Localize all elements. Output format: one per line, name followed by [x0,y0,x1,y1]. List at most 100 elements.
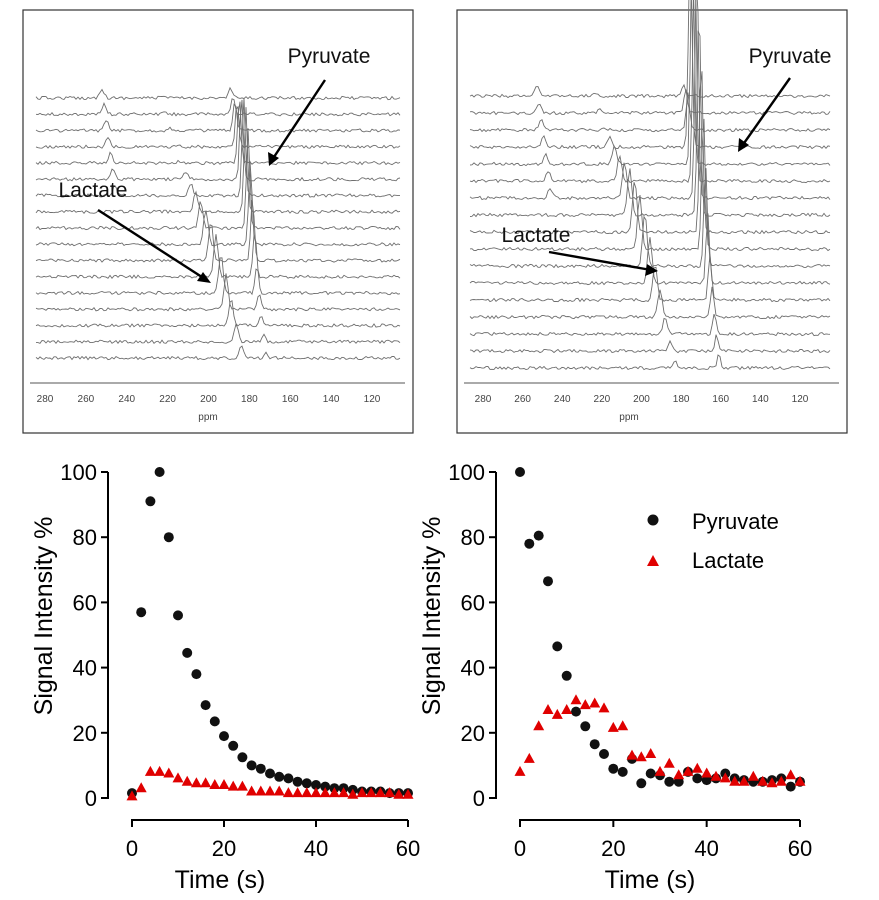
lactate-arrow-line-left [97,208,206,281]
lactate-point [154,765,166,776]
pyruvate-point [200,700,211,711]
x-tick-label-right: 60 [788,836,812,861]
spectrum-trace [469,168,831,269]
x-tick-label-left: 20 [212,836,236,861]
lactate-point [246,785,258,796]
pyruvate-point [173,610,183,621]
spectrum-trace [469,334,831,354]
y-tick-label-right: 40 [461,656,485,681]
pyruvate-point [608,763,619,774]
scatter-chart-right: 0 20 40 60 80 100 0 20 40 60 Time (s) Signal Inte… [418,460,812,894]
spectrum-trace [469,71,831,235]
pyruvate-point [136,607,147,618]
lactate-point [533,720,545,731]
ppm-tick-label-right: 280 [475,394,492,405]
lactate-point [701,767,713,778]
spectrum-trace [35,345,401,361]
lactate-point [227,780,239,791]
lactate-point [626,749,638,760]
pyruvate-point [145,496,156,507]
pyruvate-point [617,766,628,777]
lactate-point [598,702,610,713]
ppm-tick-label-left: 260 [78,394,95,405]
lactate-arrowhead-right [645,264,658,276]
pyruvate-point [237,752,248,763]
pyruvate-point [533,530,544,541]
lactate-point [607,721,619,732]
spectrum-trace [35,98,401,117]
ppm-tick-label-left: 160 [282,394,299,405]
legend-lactate-marker [647,555,659,566]
spectrum-trace [469,30,831,218]
spectrum-trace [35,99,401,182]
pyruvate-point [589,739,600,750]
pyruvate-point [571,706,581,717]
lactate-point [673,769,685,780]
pyruvate-point [219,731,229,742]
pyruvate-point [228,740,239,751]
spectrum-trace [35,257,401,296]
x-tick-label-right: 20 [601,836,625,861]
lactate-point [747,770,759,781]
lactate-point [384,787,396,798]
y-tick-label-left: 80 [73,525,97,550]
marks-left [126,467,414,801]
spectrum-traces-right [469,0,831,371]
lactate-point [292,787,304,798]
lactate-point [579,699,591,710]
spectrum-trace [35,97,401,198]
pyruvate-point [274,771,285,782]
pyruvate-point [785,781,796,792]
pyruvate-point [209,716,220,727]
spectrum-trace [35,128,401,231]
spectrum-panel-left: 280 260 240 220 200 180 160 140 120 ppm Pyruvate… [22,9,414,434]
lactate-point [301,787,313,798]
marks-right [514,467,806,792]
pyruvate-point [283,773,294,784]
pyruvate-point [246,760,257,771]
ppm-tick-label-right: 240 [554,394,571,405]
lactate-point [190,777,202,788]
ppm-tick-label-left: 180 [241,394,258,405]
ppm-label-left: ppm [198,412,217,423]
ppm-ticks-right: 280 260 240 220 200 180 160 140 120 [475,394,809,405]
ppm-tick-label-right: 220 [594,394,611,405]
pyruvate-label-right: Pyruvate [749,45,832,68]
lactate-label-right: Lactate [502,224,571,247]
lactate-point [785,769,797,780]
lactate-point [794,775,806,786]
pyruvate-point [561,670,572,681]
lactate-label-left: Lactate [59,179,128,202]
spectrum-trace [35,86,401,101]
y-tick-label-left: 40 [73,656,97,681]
lactate-point [273,785,285,796]
y-tick-label-right: 100 [448,460,485,485]
pyruvate-point [311,780,321,790]
lactate-point [551,708,563,719]
lactate-point [570,694,582,705]
spectrum-trace [35,105,401,149]
lactate-point [729,775,741,786]
lactate-point [328,787,340,798]
spectrum-trace [35,199,401,263]
ppm-ticks-left: 280 260 240 220 200 180 160 140 120 [37,394,381,405]
y-tick-label-left: 60 [73,590,97,615]
lactate-point [319,787,331,798]
lactate-point [356,787,368,798]
spectrum-traces-left [35,86,401,361]
lactate-point [144,765,156,776]
spectrum-trace [469,92,831,133]
lactate-point [542,704,554,714]
lactate-point [775,775,787,786]
lactate-point [255,785,267,796]
lactate-point [282,787,294,798]
spectrum-trace [35,101,401,166]
x-tick-label-left: 40 [304,836,328,861]
ppm-tick-label-left: 120 [364,394,381,405]
pyruvate-point [664,776,675,787]
spectrum-trace [35,103,401,133]
lactate-point [218,779,230,789]
pyruvate-point [515,467,525,477]
lactate-point [393,788,405,799]
